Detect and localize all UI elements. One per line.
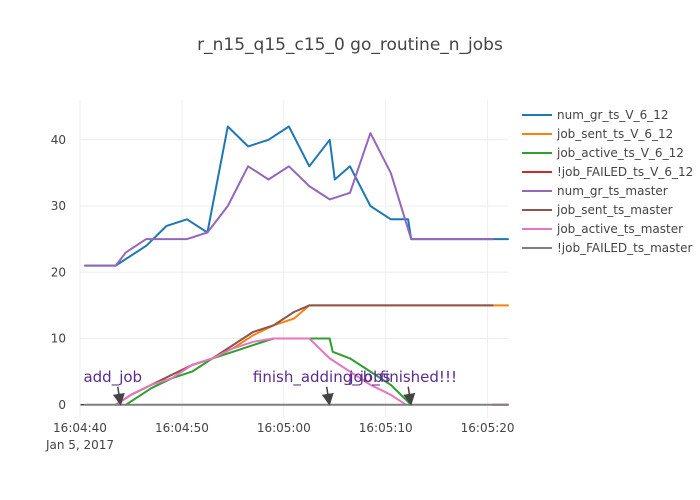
annotation-arrow xyxy=(403,386,416,406)
series-line-job-sent-ts-master xyxy=(114,304,494,406)
legend-item[interactable]: job_active_ts_master xyxy=(522,222,683,236)
axes: 0 10 20 30 40 16:04:40 16:04:50 16:05:00 16:05:1… xyxy=(45,133,515,452)
legend-label: job_sent_ts_master xyxy=(556,203,673,217)
legend-label: num_gr_ts_V_6_12 xyxy=(557,108,669,122)
legend-item[interactable]: job_active_ts_V_6_12 xyxy=(522,146,684,160)
chart-title: r_n15_q15_c15_0 go_routine_n_jobs xyxy=(197,35,503,55)
series-line-job-sent-ts-v-6-12 xyxy=(114,304,509,406)
legend[interactable]: num_gr_ts_V_6_12 job_sent_ts_V_6_12 job_ac… xyxy=(522,108,693,255)
annotation-arrow xyxy=(112,386,125,406)
x-tick-label: 16:04:50 xyxy=(155,421,209,435)
y-tick-label: 40 xyxy=(51,133,66,147)
series-line-num-gr-ts-v-6-12 xyxy=(84,125,509,267)
legend-label: job_active_ts_master xyxy=(556,222,683,236)
legend-label: num_gr_ts_master xyxy=(557,184,668,198)
legend-label: job_sent_ts_V_6_12 xyxy=(556,127,673,141)
x-date-label: Jan 5, 2017 xyxy=(45,438,114,452)
series-line-job-active-ts-master xyxy=(114,337,408,406)
annotation-label-0: add_job xyxy=(83,368,142,387)
annotation-label-2: job_finished!!! xyxy=(348,368,457,387)
y-tick-label: 30 xyxy=(51,199,66,213)
x-tick-label: 16:04:40 xyxy=(53,421,107,435)
annotation-arrow xyxy=(321,386,334,406)
legend-item[interactable]: job_sent_ts_master xyxy=(522,203,673,217)
y-tick-label: 10 xyxy=(51,332,66,346)
legend-item[interactable]: num_gr_ts_master xyxy=(522,184,668,198)
x-tick-label: 16:05:20 xyxy=(461,421,515,435)
y-tick-label: 20 xyxy=(51,265,66,279)
series-line-num-gr-ts-master xyxy=(84,132,494,267)
legend-item[interactable]: !job_FAILED_ts_master xyxy=(522,241,693,255)
x-tick-label: 16:05:10 xyxy=(359,421,413,435)
annotation-label-1: finish_adding_jobs xyxy=(253,368,391,387)
legend-item[interactable]: num_gr_ts_V_6_12 xyxy=(522,108,669,122)
x-tick-label: 16:05:00 xyxy=(257,421,311,435)
legend-item[interactable]: !job_FAILED_ts_V_6_12 xyxy=(522,165,693,179)
legend-label: job_active_ts_V_6_12 xyxy=(556,146,684,160)
legend-label: !job_FAILED_ts_master xyxy=(557,241,693,255)
legend-item[interactable]: job_sent_ts_V_6_12 xyxy=(522,127,673,141)
y-tick-label: 0 xyxy=(58,398,66,412)
legend-label: !job_FAILED_ts_V_6_12 xyxy=(557,165,693,179)
series-lines xyxy=(84,125,509,406)
